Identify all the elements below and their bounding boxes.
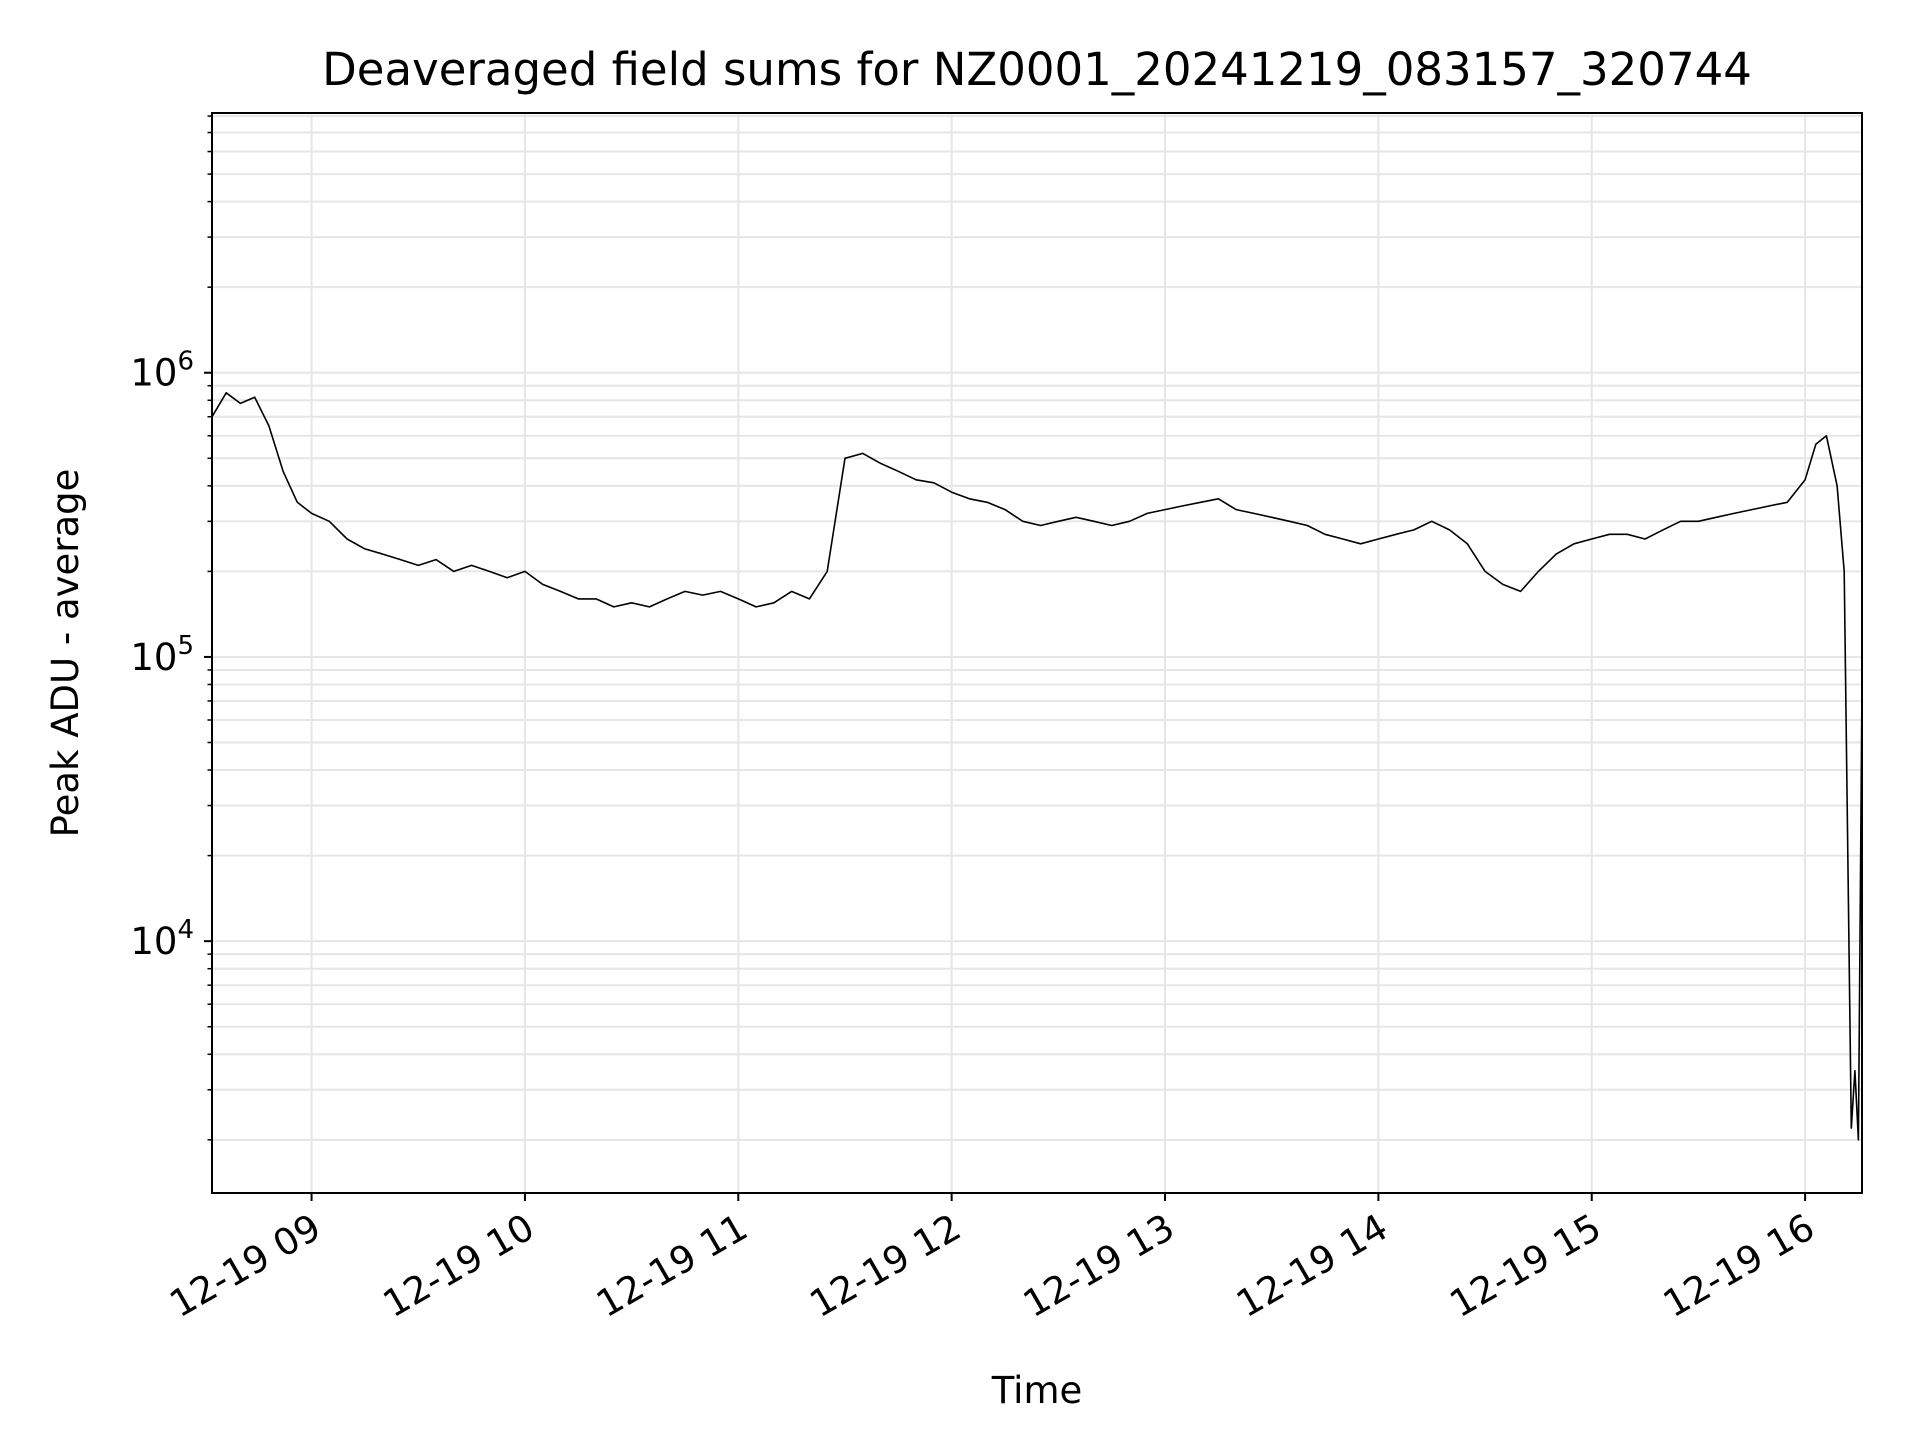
series-layer <box>211 391 1863 1141</box>
y-tick-label: 104 <box>130 915 194 963</box>
x-tick-label: 12-19 13 <box>1016 1206 1182 1326</box>
x-tick-label: 12-19 12 <box>803 1206 969 1326</box>
y-axis-label: Peak ADU - average <box>44 469 87 838</box>
ticks: 104 105 106 12-19 09 12-19 10 12-19 11 12-19 1… <box>130 115 1822 1326</box>
y-tick-label: 106 <box>130 347 194 395</box>
grid <box>212 113 1862 1193</box>
chart-title: Deaveraged field sums for NZ0001_2024121… <box>322 43 1752 96</box>
plot-frame <box>211 112 1863 1194</box>
x-tick-label: 12-19 16 <box>1656 1206 1822 1326</box>
x-tick-label: 12-19 14 <box>1229 1206 1395 1326</box>
x-tick-label: 12-19 10 <box>376 1206 542 1326</box>
x-tick-label: 12-19 09 <box>162 1206 328 1326</box>
x-tick-label: 12-19 15 <box>1443 1206 1609 1326</box>
x-axis-label: Time <box>991 1369 1083 1412</box>
y-tick-label: 105 <box>130 631 194 679</box>
x-tick-label: 12-19 11 <box>589 1206 755 1326</box>
series-line <box>211 391 1863 1141</box>
